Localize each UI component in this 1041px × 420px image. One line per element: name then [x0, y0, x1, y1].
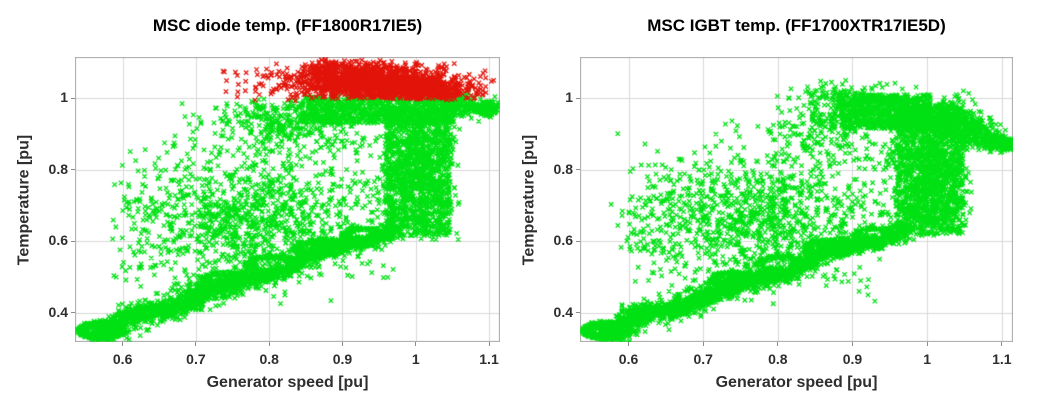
- x-tick-mark: [702, 342, 704, 346]
- x-tick-mark: [268, 342, 270, 346]
- x-tick-label: 0.8: [259, 351, 279, 367]
- x-tick-mark: [777, 342, 779, 346]
- x-tick-mark: [122, 342, 124, 346]
- y-tick-mark: [576, 240, 580, 242]
- x-tick-label: 1.1: [479, 351, 499, 367]
- x-tick-mark: [926, 342, 928, 346]
- y-tick-label: 0.8: [553, 160, 573, 177]
- x-tick-mark: [488, 342, 490, 346]
- x-tick-label: 0.6: [112, 351, 133, 367]
- y-tick-mark: [71, 312, 75, 314]
- y-tick-label: 1: [60, 89, 68, 106]
- y-tick-label: 0.4: [553, 303, 573, 320]
- y-tick-mark: [576, 169, 580, 171]
- x-axis-label-igbt: Generator speed [pu]: [715, 374, 878, 391]
- x-tick-label: 1: [411, 351, 420, 367]
- x-tick-mark: [195, 342, 197, 346]
- y-tick-label: 0.6: [553, 232, 573, 249]
- x-tick-label: 0.9: [332, 351, 353, 367]
- x-tick-label: 0.8: [768, 351, 788, 367]
- y-tick-mark: [576, 312, 580, 314]
- x-tick-label: 1: [923, 351, 932, 367]
- x-tick-mark: [415, 342, 417, 346]
- y-tick-label: 0.4: [48, 303, 68, 320]
- x-tick-mark: [628, 342, 630, 346]
- scatter-plot-diode: [75, 57, 500, 342]
- x-tick-mark: [1001, 342, 1003, 346]
- y-tick-mark: [71, 240, 75, 242]
- x-tick-label: 0.9: [842, 351, 863, 367]
- y-tick-mark: [576, 97, 580, 99]
- x-tick-mark: [851, 342, 853, 346]
- y-tick-mark: [71, 97, 75, 99]
- x-tick-mark: [341, 342, 343, 346]
- y-tick-label: 0.6: [48, 232, 68, 249]
- y-tick-label: 1: [565, 89, 573, 106]
- x-tick-label: 0.6: [618, 351, 639, 367]
- x-axis-label-diode: Generator speed [pu]: [206, 374, 369, 391]
- x-tick-label: 1.1: [992, 351, 1012, 367]
- scatter-plot-igbt: [580, 57, 1013, 342]
- x-tick-label: 0.7: [693, 351, 713, 367]
- y-tick-mark: [71, 169, 75, 171]
- y-tick-label: 0.8: [48, 160, 68, 177]
- chart-title-igbt: MSC IGBT temp. (FF1700XTR17IE5D): [647, 16, 946, 35]
- x-tick-label: 0.7: [186, 351, 206, 367]
- chart-title-diode: MSC diode temp. (FF1800R17IE5): [152, 16, 423, 35]
